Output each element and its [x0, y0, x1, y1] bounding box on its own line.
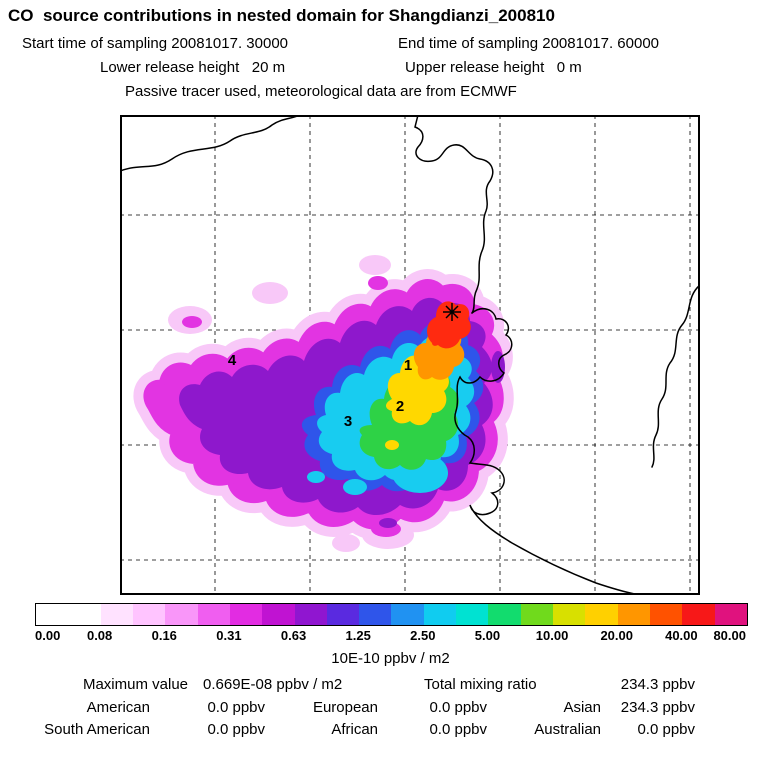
colorbar-cell	[488, 604, 521, 625]
cyan-patch	[307, 471, 325, 483]
colorbar-unit-label: 10E-10 ppbv / m2	[331, 650, 450, 667]
colorbar-tick-label: 10.00	[535, 628, 569, 643]
region-label: Australian	[534, 721, 601, 738]
region-label: South American	[44, 721, 150, 738]
colorbar-tick-label: 0.00	[35, 628, 61, 643]
colorbar-tick-label: 20.00	[600, 628, 633, 643]
plume-annotations: 1 2 3 4	[228, 352, 412, 430]
colorbar-cell	[262, 604, 295, 625]
receptor-marker	[443, 303, 461, 321]
region-value: 234.3 ppbv	[620, 699, 695, 716]
pale-patch	[332, 534, 360, 552]
annotation-3: 3	[344, 413, 352, 430]
colorbar-tick-label: 80.00	[713, 628, 746, 643]
region-value: 0.0 ppbv	[429, 721, 487, 738]
colorbar	[35, 603, 748, 626]
colorbar-tick-label: 0.31	[216, 628, 242, 643]
colorbar-cell	[359, 604, 392, 625]
lower-release-text: Lower release height 20 m	[100, 59, 286, 76]
colorbar-cell	[553, 604, 586, 625]
colorbar-cell	[165, 604, 198, 625]
colorbar-ticks: 0.00 0.08 0.16 0.31 0.63 1.25 2.50 5.00 10.00 20.…	[35, 628, 746, 644]
max-value-number: 0.669E-08 ppbv / m2	[203, 676, 343, 693]
border-northwest	[120, 115, 301, 172]
colorbar-tick-label: 0.08	[86, 628, 113, 643]
annotation-2: 2	[396, 398, 404, 415]
colorbar-tick-label: 40.00	[665, 628, 698, 643]
pale-patch	[359, 255, 391, 275]
total-ratio-label: Total mixing ratio	[424, 676, 537, 693]
magenta-patch	[368, 276, 388, 290]
border-north	[414, 115, 494, 314]
colorbar-cell	[649, 604, 683, 625]
upper-release-text: Upper release height 0 m	[405, 59, 582, 76]
colorbar-cell	[714, 604, 747, 625]
coastline-bohai	[454, 308, 641, 595]
region-value: 0.0 ppbv	[637, 721, 695, 738]
region-value: 0.0 ppbv	[207, 699, 265, 716]
colorbar-tick-label: 0.63	[280, 628, 307, 643]
colorbar-tick-label: 5.00	[474, 628, 501, 643]
colorbar-cell	[326, 604, 360, 625]
yellow-patch	[385, 440, 399, 450]
colorbar-cell	[520, 604, 553, 625]
annotation-4: 4	[228, 352, 237, 369]
colorbar-cell	[682, 604, 715, 625]
contour-red	[427, 301, 471, 349]
region-label: African	[331, 721, 378, 738]
figure-title: CO source contributions in nested domain…	[8, 6, 555, 25]
colorbar-tick-label: 2.50	[410, 628, 436, 643]
colorbar-cell	[68, 604, 101, 625]
purple-patch	[491, 351, 505, 383]
colorbar-cell	[391, 604, 424, 625]
annotation-1: 1	[404, 357, 412, 374]
colorbar-cell	[423, 604, 457, 625]
magenta-patch	[182, 316, 202, 328]
colorbar-tick-label: 0.16	[151, 628, 177, 643]
region-value: 0.0 ppbv	[429, 699, 487, 716]
sampling-end-text: End time of sampling 20081017. 60000	[398, 35, 660, 52]
region-label: Asian	[563, 699, 601, 716]
coastline-east	[651, 284, 700, 468]
colorbar-tick-label: 1.25	[345, 628, 371, 643]
colorbar-cell	[294, 604, 327, 625]
plume-contours	[133, 255, 514, 552]
pale-patch	[252, 282, 288, 304]
sampling-start-text: Start time of sampling 20081017. 30000	[22, 35, 289, 52]
map-panel: 1 2 3 4	[120, 115, 700, 595]
colorbar-cell	[197, 604, 230, 625]
cyan-patch	[343, 479, 367, 495]
colorbar-cell	[617, 604, 650, 625]
colorbar-cell	[229, 604, 263, 625]
colorbar-cell	[132, 604, 166, 625]
purple-patch	[379, 518, 397, 528]
green-patch	[398, 448, 422, 466]
map-frame	[120, 115, 700, 595]
region-value: 0.0 ppbv	[207, 721, 265, 738]
region-label: American	[86, 699, 150, 716]
max-value-label: Maximum value	[82, 676, 188, 693]
coastline-borders	[120, 115, 700, 595]
colorbar-cell	[456, 604, 489, 625]
tracer-note-text: Passive tracer used, meteorological data…	[125, 83, 517, 100]
colorbar-cell	[100, 604, 133, 625]
colorbar-cell	[36, 604, 69, 625]
region-label: European	[312, 699, 378, 716]
total-ratio-number: 234.3 ppbv	[620, 676, 695, 693]
colorbar-cell	[585, 604, 618, 625]
